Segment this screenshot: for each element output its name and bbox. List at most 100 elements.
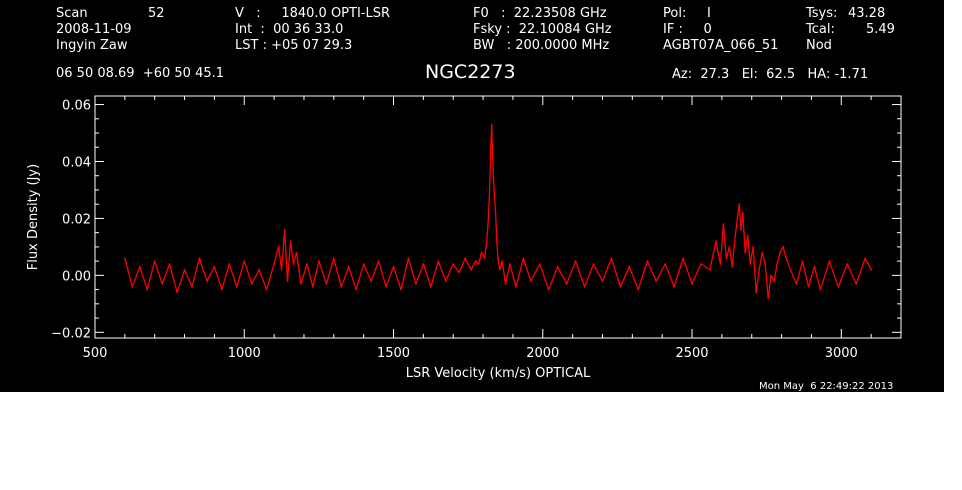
spectrum-point bbox=[529, 280, 532, 282]
spectrum-line bbox=[124, 123, 872, 299]
spectrum-point bbox=[161, 283, 164, 285]
y-tick-label: 0.06 bbox=[62, 99, 91, 114]
spectrum-point bbox=[235, 285, 238, 288]
x-tick-label: 2500 bbox=[675, 346, 708, 361]
velocity-info: V : 1840.0 OPTI-LSR bbox=[235, 6, 391, 21]
spectrum-chart: 500 1000 1500 2000 2500 3000 −0.02 0.00 0.02 0.04… bbox=[26, 95, 902, 381]
spectrum-point bbox=[497, 257, 499, 260]
spectrum-point bbox=[273, 263, 275, 265]
observation-date: 2008-11-09 bbox=[56, 22, 132, 37]
spectrum-point bbox=[306, 263, 308, 265]
spectrum-point bbox=[646, 260, 649, 262]
spectrum-point bbox=[131, 285, 134, 288]
rest-frequency: F0 : 22.23508 GHz bbox=[473, 6, 607, 21]
spectrum-point bbox=[124, 257, 126, 260]
spectrum-point bbox=[738, 203, 741, 206]
spectrum-point bbox=[565, 283, 568, 285]
spectrum-point bbox=[776, 263, 778, 265]
spectrum-point bbox=[206, 280, 208, 282]
axis-labels: 500 1000 1500 2000 2500 3000 −0.02 0.00 0.02 0.04… bbox=[26, 99, 858, 381]
spectrum-point bbox=[493, 194, 496, 197]
tsys-value: 43.28 bbox=[848, 6, 886, 21]
spectrum-point bbox=[153, 260, 156, 262]
spectrum-point bbox=[464, 257, 467, 260]
spectrum-point bbox=[761, 251, 764, 254]
spectrum-point bbox=[719, 263, 722, 265]
spectrum-point bbox=[779, 251, 781, 254]
spectrum-point bbox=[498, 268, 501, 271]
spectrum-point bbox=[722, 223, 725, 226]
spectrum-point bbox=[392, 265, 395, 268]
spectrum-point bbox=[355, 288, 358, 291]
spectrum-point bbox=[138, 265, 141, 268]
spectrum-point bbox=[492, 177, 495, 180]
spectrum-point bbox=[764, 263, 767, 265]
y-axis-label: Flux Density (Jy) bbox=[26, 164, 41, 270]
spectrum-point bbox=[470, 268, 472, 271]
plot-timestamp: Mon May 6 22:49:22 2013 bbox=[759, 381, 894, 392]
spectrum-point bbox=[504, 283, 507, 285]
spectrum-point bbox=[295, 251, 298, 254]
source-position: 06 50 08.69 +60 50 45.1 bbox=[56, 66, 225, 81]
spectrum-point bbox=[673, 285, 675, 288]
spectrum-point bbox=[385, 285, 387, 288]
spectrum-point bbox=[789, 268, 792, 271]
spectrum-point bbox=[864, 257, 867, 260]
tcal-label: Tcal: bbox=[806, 22, 835, 37]
spectrum-point bbox=[807, 285, 810, 288]
observing-mode: Nod bbox=[806, 38, 832, 53]
y-tick-label: 0.02 bbox=[62, 212, 91, 227]
tcal-value: 5.49 bbox=[866, 22, 895, 37]
plot-frame bbox=[94, 95, 902, 339]
x-tick-label: 500 bbox=[83, 346, 108, 361]
x-axis-label: LSR Velocity (km/s) OPTICAL bbox=[406, 366, 591, 381]
y-tick-label: 0.04 bbox=[62, 155, 91, 170]
spectrum-point bbox=[837, 285, 840, 288]
spectrum-point bbox=[515, 285, 517, 288]
spectrum-point bbox=[243, 260, 246, 262]
spectrum-point bbox=[715, 240, 717, 243]
spectrum-point bbox=[289, 240, 292, 243]
bandwidth: BW : 200.0000 MHz bbox=[473, 38, 610, 53]
plot-axes bbox=[94, 95, 902, 339]
spectrum-point bbox=[280, 268, 283, 271]
spectrum-point bbox=[491, 154, 494, 157]
spectrum-point bbox=[758, 268, 761, 271]
spectrum-point bbox=[176, 291, 179, 294]
spectrum-point bbox=[300, 283, 302, 285]
spectrum-point bbox=[813, 265, 816, 268]
spectrum-point bbox=[221, 288, 223, 291]
spectrum-point bbox=[415, 283, 417, 285]
spectrum-point bbox=[277, 246, 280, 248]
spectrum-point bbox=[452, 263, 455, 265]
spectrum-point bbox=[485, 240, 488, 243]
spectrum-point bbox=[592, 263, 595, 265]
spectrum-point bbox=[770, 274, 772, 277]
spectrum-point bbox=[725, 257, 728, 260]
spectrum-point bbox=[494, 211, 497, 214]
spectrum-point bbox=[601, 280, 604, 282]
spectrum-point bbox=[487, 217, 490, 220]
spectrum-point bbox=[458, 271, 461, 274]
pointing-info: Az: 27.3 El: 62.5 HA: -1.71 bbox=[672, 67, 869, 82]
spectrum-point bbox=[258, 268, 261, 271]
spectrum-point bbox=[444, 280, 447, 282]
source-title: NGC2273 bbox=[425, 61, 516, 83]
spectrum-point bbox=[736, 217, 739, 220]
spectrum-point bbox=[691, 283, 693, 285]
spectrum-point bbox=[734, 234, 737, 237]
spectrum-point bbox=[700, 263, 702, 265]
spectrum-point bbox=[619, 285, 622, 288]
spectrum-point bbox=[474, 260, 477, 262]
spectrum-point bbox=[228, 263, 231, 265]
if-number: IF : 0 bbox=[663, 22, 712, 37]
observer-name: Ingyin Zaw bbox=[56, 38, 128, 53]
spectrum-point bbox=[407, 257, 410, 260]
spectrum-point bbox=[749, 263, 752, 265]
spectrum-point bbox=[782, 246, 784, 248]
x-tick-label: 3000 bbox=[825, 346, 858, 361]
spectrum-point bbox=[265, 288, 268, 291]
spectrum-point bbox=[477, 263, 480, 265]
spectrum-point bbox=[773, 280, 775, 282]
spectrum-point bbox=[362, 263, 365, 265]
